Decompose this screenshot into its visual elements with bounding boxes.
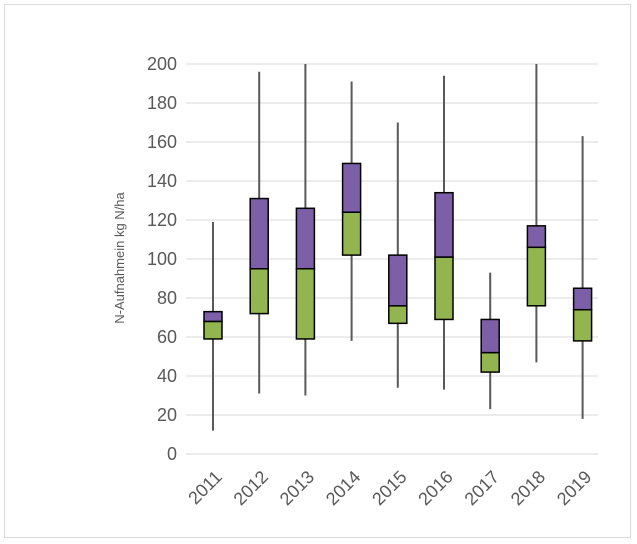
y-tick-label-160: 160	[147, 132, 177, 152]
box-lower-2018	[526, 246, 547, 307]
y-tick-label-0: 0	[167, 444, 177, 464]
box-upper-2017	[480, 318, 500, 354]
box-upper-2015	[388, 254, 408, 307]
x-tick-label-2013: 2013	[276, 467, 318, 509]
x-tick-label-2017: 2017	[461, 467, 503, 509]
x-tick-label-2016: 2016	[414, 467, 456, 509]
box-lower-2017	[480, 351, 500, 373]
y-tick-label-20: 20	[157, 405, 177, 425]
y-tick-label-100: 100	[147, 249, 177, 269]
y-tick-label-80: 80	[157, 288, 177, 308]
box-lower-2016	[434, 256, 454, 321]
x-tick-label-2018: 2018	[507, 467, 549, 509]
chart-frame	[4, 4, 631, 538]
y-tick-label-140: 140	[147, 171, 177, 191]
x-axis-ticks: 2011 2012 2013 2014 2015 2016 2017 2018 2019	[184, 467, 595, 509]
y-tick-label-120: 120	[147, 210, 177, 230]
x-tick-label-2014: 2014	[322, 467, 364, 509]
y-tick-label-60: 60	[157, 327, 177, 347]
x-tick-label-2011: 2011	[184, 467, 226, 509]
y-tick-label-200: 200	[147, 54, 177, 74]
boxes	[203, 162, 593, 373]
box-lower-2013	[295, 268, 316, 340]
y-axis-ticks: 0 20 40 60 80 100 120 140 160 180 200	[147, 54, 177, 464]
box-lower-2019	[572, 308, 593, 342]
box-lower-2012	[249, 268, 269, 315]
box-upper-2014	[341, 162, 362, 213]
box-lower-2015	[388, 305, 408, 325]
y-tick-label-180: 180	[147, 93, 177, 113]
box-upper-2019	[572, 287, 593, 311]
box-lower-2011	[203, 320, 223, 340]
box-lower-2014	[341, 211, 362, 256]
x-tick-label-2012: 2012	[230, 467, 272, 509]
box-upper-2018	[526, 225, 547, 249]
box-upper-2016	[434, 191, 454, 258]
y-tick-label-40: 40	[157, 366, 177, 386]
box-upper-2013	[295, 207, 316, 270]
x-tick-label-2019: 2019	[553, 467, 595, 509]
box-upper-2011	[203, 310, 223, 323]
x-tick-label-2015: 2015	[368, 467, 410, 509]
box-upper-2012	[249, 197, 269, 270]
y-axis-label: N-Aufnahmein kg N/ha	[112, 191, 127, 323]
